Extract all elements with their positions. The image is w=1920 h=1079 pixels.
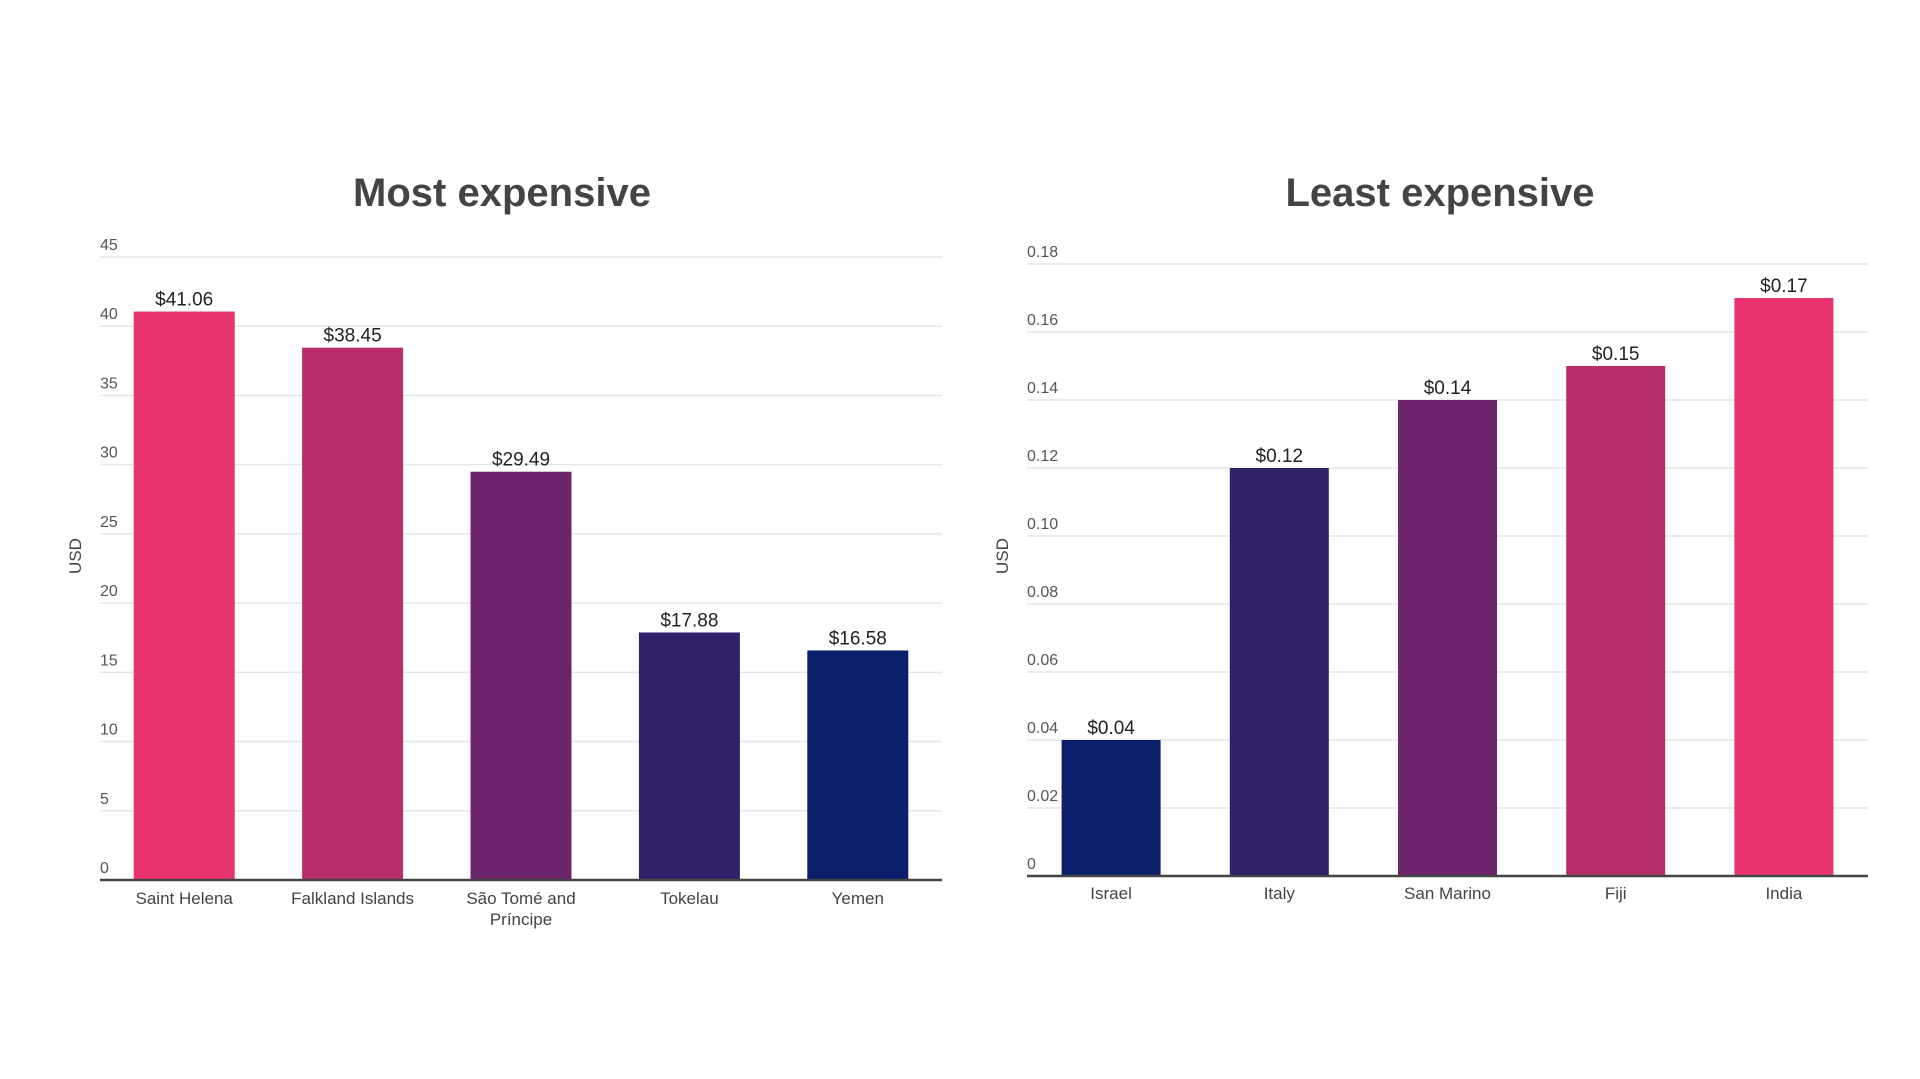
- bar: [1398, 400, 1497, 876]
- bar: [1061, 740, 1161, 876]
- y-tick-label: 0.14: [1027, 380, 1058, 397]
- bar: [1229, 468, 1329, 876]
- category-label: Saint Helena: [136, 889, 234, 908]
- data-label: $29.49: [492, 450, 550, 471]
- y-tick-label: 25: [100, 514, 118, 531]
- chart-title: Least expensive: [1285, 171, 1594, 215]
- data-label: $0.04: [1087, 718, 1135, 739]
- y-tick-label: 45: [100, 237, 118, 254]
- y-tick-label: 0: [100, 860, 109, 877]
- y-tick-label: 0: [1027, 856, 1036, 873]
- y-tick-label: 20: [100, 583, 118, 600]
- category-label: San Marino: [1404, 884, 1491, 903]
- bar: [302, 347, 404, 880]
- category-label: India: [1765, 884, 1802, 903]
- y-tick-label: 0.10: [1027, 516, 1058, 533]
- category-label: Yemen: [832, 889, 884, 908]
- chart-title: Most expensive: [353, 171, 651, 215]
- bar: [470, 471, 572, 880]
- category-label: Israel: [1090, 884, 1132, 903]
- y-tick-label: 10: [100, 722, 118, 739]
- bar: [1566, 366, 1666, 876]
- y-axis-label: USD: [993, 538, 1012, 574]
- data-label: $0.12: [1256, 446, 1304, 467]
- y-tick-label: 0.04: [1027, 720, 1058, 737]
- category-label: São Tomé and: [466, 889, 575, 908]
- data-label: $0.17: [1760, 276, 1808, 297]
- data-label: $41.06: [155, 290, 213, 311]
- y-tick-label: 0.18: [1027, 244, 1058, 261]
- y-tick-label: 0.02: [1027, 788, 1058, 805]
- chart-least-expensive: Least expensive USD 0 0.02 0.04 0.06 0.08 0.10 0…: [993, 171, 1868, 903]
- category-label: Príncipe: [490, 910, 552, 929]
- y-tick-label: 5: [100, 791, 109, 808]
- category-label: Falkland Islands: [291, 889, 414, 908]
- y-tick-label: 0.12: [1027, 448, 1058, 465]
- y-tick-label: 15: [100, 652, 118, 669]
- category-label: Italy: [1264, 884, 1296, 903]
- data-label: $0.14: [1424, 378, 1472, 399]
- data-label: $17.88: [660, 610, 718, 631]
- data-label: $0.15: [1592, 344, 1640, 365]
- bar: [1734, 298, 1834, 876]
- data-label: $16.58: [829, 628, 887, 649]
- y-tick-label: 0.16: [1027, 312, 1058, 329]
- y-axis-label: USD: [66, 538, 85, 574]
- chart-most-expensive: Most expensive USD 0 5 10 15 20 25 30 35 40 45 $41.0…: [66, 171, 942, 929]
- y-tick-label: 30: [100, 445, 118, 462]
- data-label: $38.45: [324, 326, 382, 347]
- bar: [638, 632, 740, 880]
- category-label: Tokelau: [660, 889, 719, 908]
- y-tick-label: 40: [100, 306, 118, 323]
- category-label: Fiji: [1605, 884, 1627, 903]
- y-tick-label: 0.08: [1027, 584, 1058, 601]
- bar: [807, 650, 909, 880]
- y-tick-label: 35: [100, 375, 118, 392]
- y-tick-label: 0.06: [1027, 652, 1058, 669]
- bar: [133, 311, 235, 880]
